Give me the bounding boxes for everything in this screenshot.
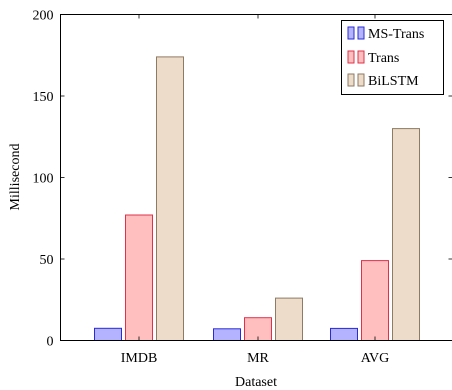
legend-swatch-bar-bilstm-1 [357,73,365,87]
bar-bilstm-avg [392,128,420,341]
legend-swatch-ms-trans [347,26,365,40]
bar-bilstm-imdb [156,56,184,342]
y-axis-title: Millisecond [8,144,23,211]
bar-ms-trans-avg [330,327,358,341]
y-tick-label-100: 100 [33,172,54,187]
x-tick-label-mr: MR [247,351,269,366]
legend-label-trans: Trans [368,51,399,66]
legend-swatch-bilstm [347,73,365,87]
y-tick-label-200: 200 [33,9,54,24]
legend-swatch-bar-bilstm-0 [347,73,355,87]
bar-bilstm-mr [275,297,303,342]
x-axis-title: Dataset [235,375,277,390]
y-tick-label-0: 0 [47,335,54,350]
y-tick-label-150: 150 [33,90,54,105]
legend-swatch-bar-trans-1 [357,50,365,64]
legend-swatch-bar-ms-trans-1 [357,26,365,40]
y-tick-label-50: 50 [40,253,54,268]
legend: MS-Trans Trans BiLSTM [341,20,444,95]
x-tick-label-avg: AVG [361,351,390,366]
bars-layer [94,56,420,342]
legend-label-ms-trans: MS-Trans [368,27,424,42]
x-tick-label-imdb: IMDB [121,351,158,366]
legend-swatch-bar-trans-0 [347,50,355,64]
bar-ms-trans-mr [213,328,241,341]
legend-label-bilstm: BiLSTM [368,74,419,89]
legend-swatch-trans [347,50,365,64]
bar-ms-trans-imdb [94,327,122,341]
bar-trans-imdb [125,214,153,341]
bar-trans-avg [361,260,389,342]
labels-layer: 0 50 100 150 200 IMDB MR AVG [33,9,390,367]
legend-swatch-bar-ms-trans-0 [347,26,355,40]
